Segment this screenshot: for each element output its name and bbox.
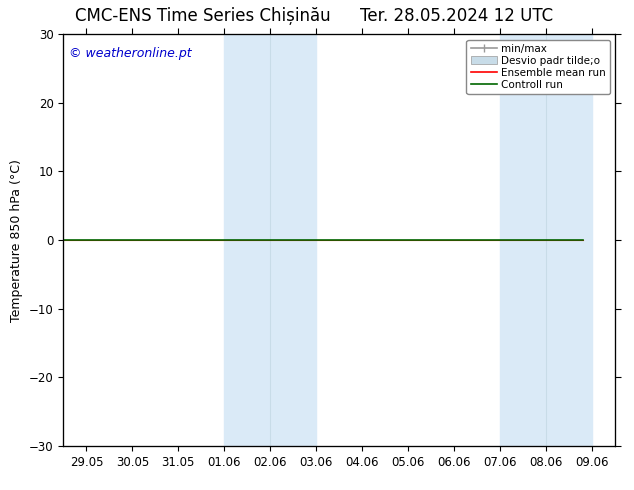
Text: © weatheronline.pt: © weatheronline.pt: [69, 47, 191, 60]
Legend: min/max, Desvio padr tilde;o, Ensemble mean run, Controll run: min/max, Desvio padr tilde;o, Ensemble m…: [467, 40, 610, 94]
Y-axis label: Temperature 850 hPa (°C): Temperature 850 hPa (°C): [10, 159, 23, 321]
Text: CMC-ENS Time Series Chișinău: CMC-ENS Time Series Chișinău: [75, 7, 331, 25]
Bar: [500, 34, 592, 446]
Text: Ter. 28.05.2024 12 UTC: Ter. 28.05.2024 12 UTC: [360, 7, 553, 25]
Bar: [224, 34, 316, 446]
